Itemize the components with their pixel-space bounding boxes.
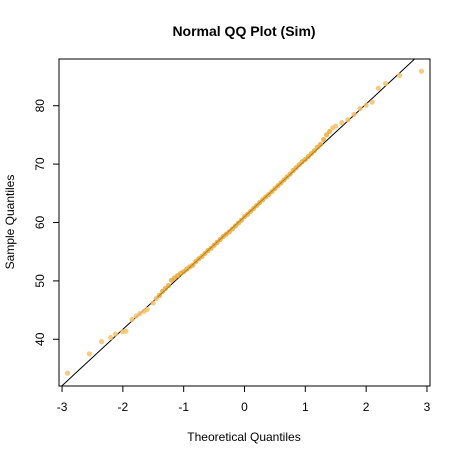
data-point bbox=[165, 282, 172, 289]
data-point bbox=[137, 310, 143, 317]
data-point bbox=[320, 136, 327, 143]
data-point bbox=[369, 99, 375, 105]
data-point bbox=[287, 171, 293, 177]
x-tick-label: 0 bbox=[241, 400, 248, 414]
data-point bbox=[357, 106, 363, 112]
data-point bbox=[156, 292, 162, 299]
data-point bbox=[324, 132, 330, 138]
data-point bbox=[129, 316, 135, 323]
x-tick-label: -3 bbox=[57, 400, 68, 414]
chart-title: Normal QQ Plot (Sim) bbox=[172, 23, 315, 39]
y-tick-label: 40 bbox=[33, 332, 47, 346]
data-point bbox=[98, 339, 105, 345]
y-tick-label: 80 bbox=[33, 99, 47, 113]
data-point bbox=[86, 351, 93, 357]
data-point bbox=[351, 111, 357, 118]
y-tick-label: 60 bbox=[33, 216, 47, 230]
data-point bbox=[363, 102, 369, 108]
data-point bbox=[64, 370, 71, 376]
data-point bbox=[311, 148, 318, 154]
data-point bbox=[238, 217, 245, 223]
x-tick-label: -2 bbox=[118, 400, 129, 414]
x-tick-label: 1 bbox=[302, 400, 309, 414]
y-axis: 40 50 60 70 80 bbox=[33, 99, 59, 346]
data-point bbox=[123, 328, 129, 334]
data-point bbox=[108, 334, 114, 341]
data-point bbox=[418, 68, 425, 74]
data-point bbox=[375, 85, 381, 91]
data-point bbox=[339, 120, 345, 126]
data-point bbox=[333, 123, 339, 129]
data-point bbox=[345, 117, 351, 123]
reference-line bbox=[60, 59, 416, 386]
data-point bbox=[112, 331, 119, 337]
data-point bbox=[190, 262, 196, 268]
data-point bbox=[383, 80, 389, 87]
data-point bbox=[327, 128, 333, 135]
y-tick-label: 70 bbox=[33, 157, 47, 171]
data-point bbox=[144, 306, 150, 313]
data-point bbox=[317, 141, 324, 147]
x-axis-title: Theoretical Quantiles bbox=[187, 430, 300, 444]
x-axis: -3 -2 -1 0 1 2 3 bbox=[57, 386, 431, 414]
data-point bbox=[150, 300, 156, 306]
x-tick-label: -1 bbox=[178, 400, 189, 414]
x-tick-label: 3 bbox=[424, 400, 431, 414]
data-point bbox=[396, 72, 403, 78]
y-axis-title: Sample Quantiles bbox=[3, 175, 17, 270]
y-tick-label: 50 bbox=[33, 274, 47, 288]
x-tick-label: 2 bbox=[363, 400, 370, 414]
